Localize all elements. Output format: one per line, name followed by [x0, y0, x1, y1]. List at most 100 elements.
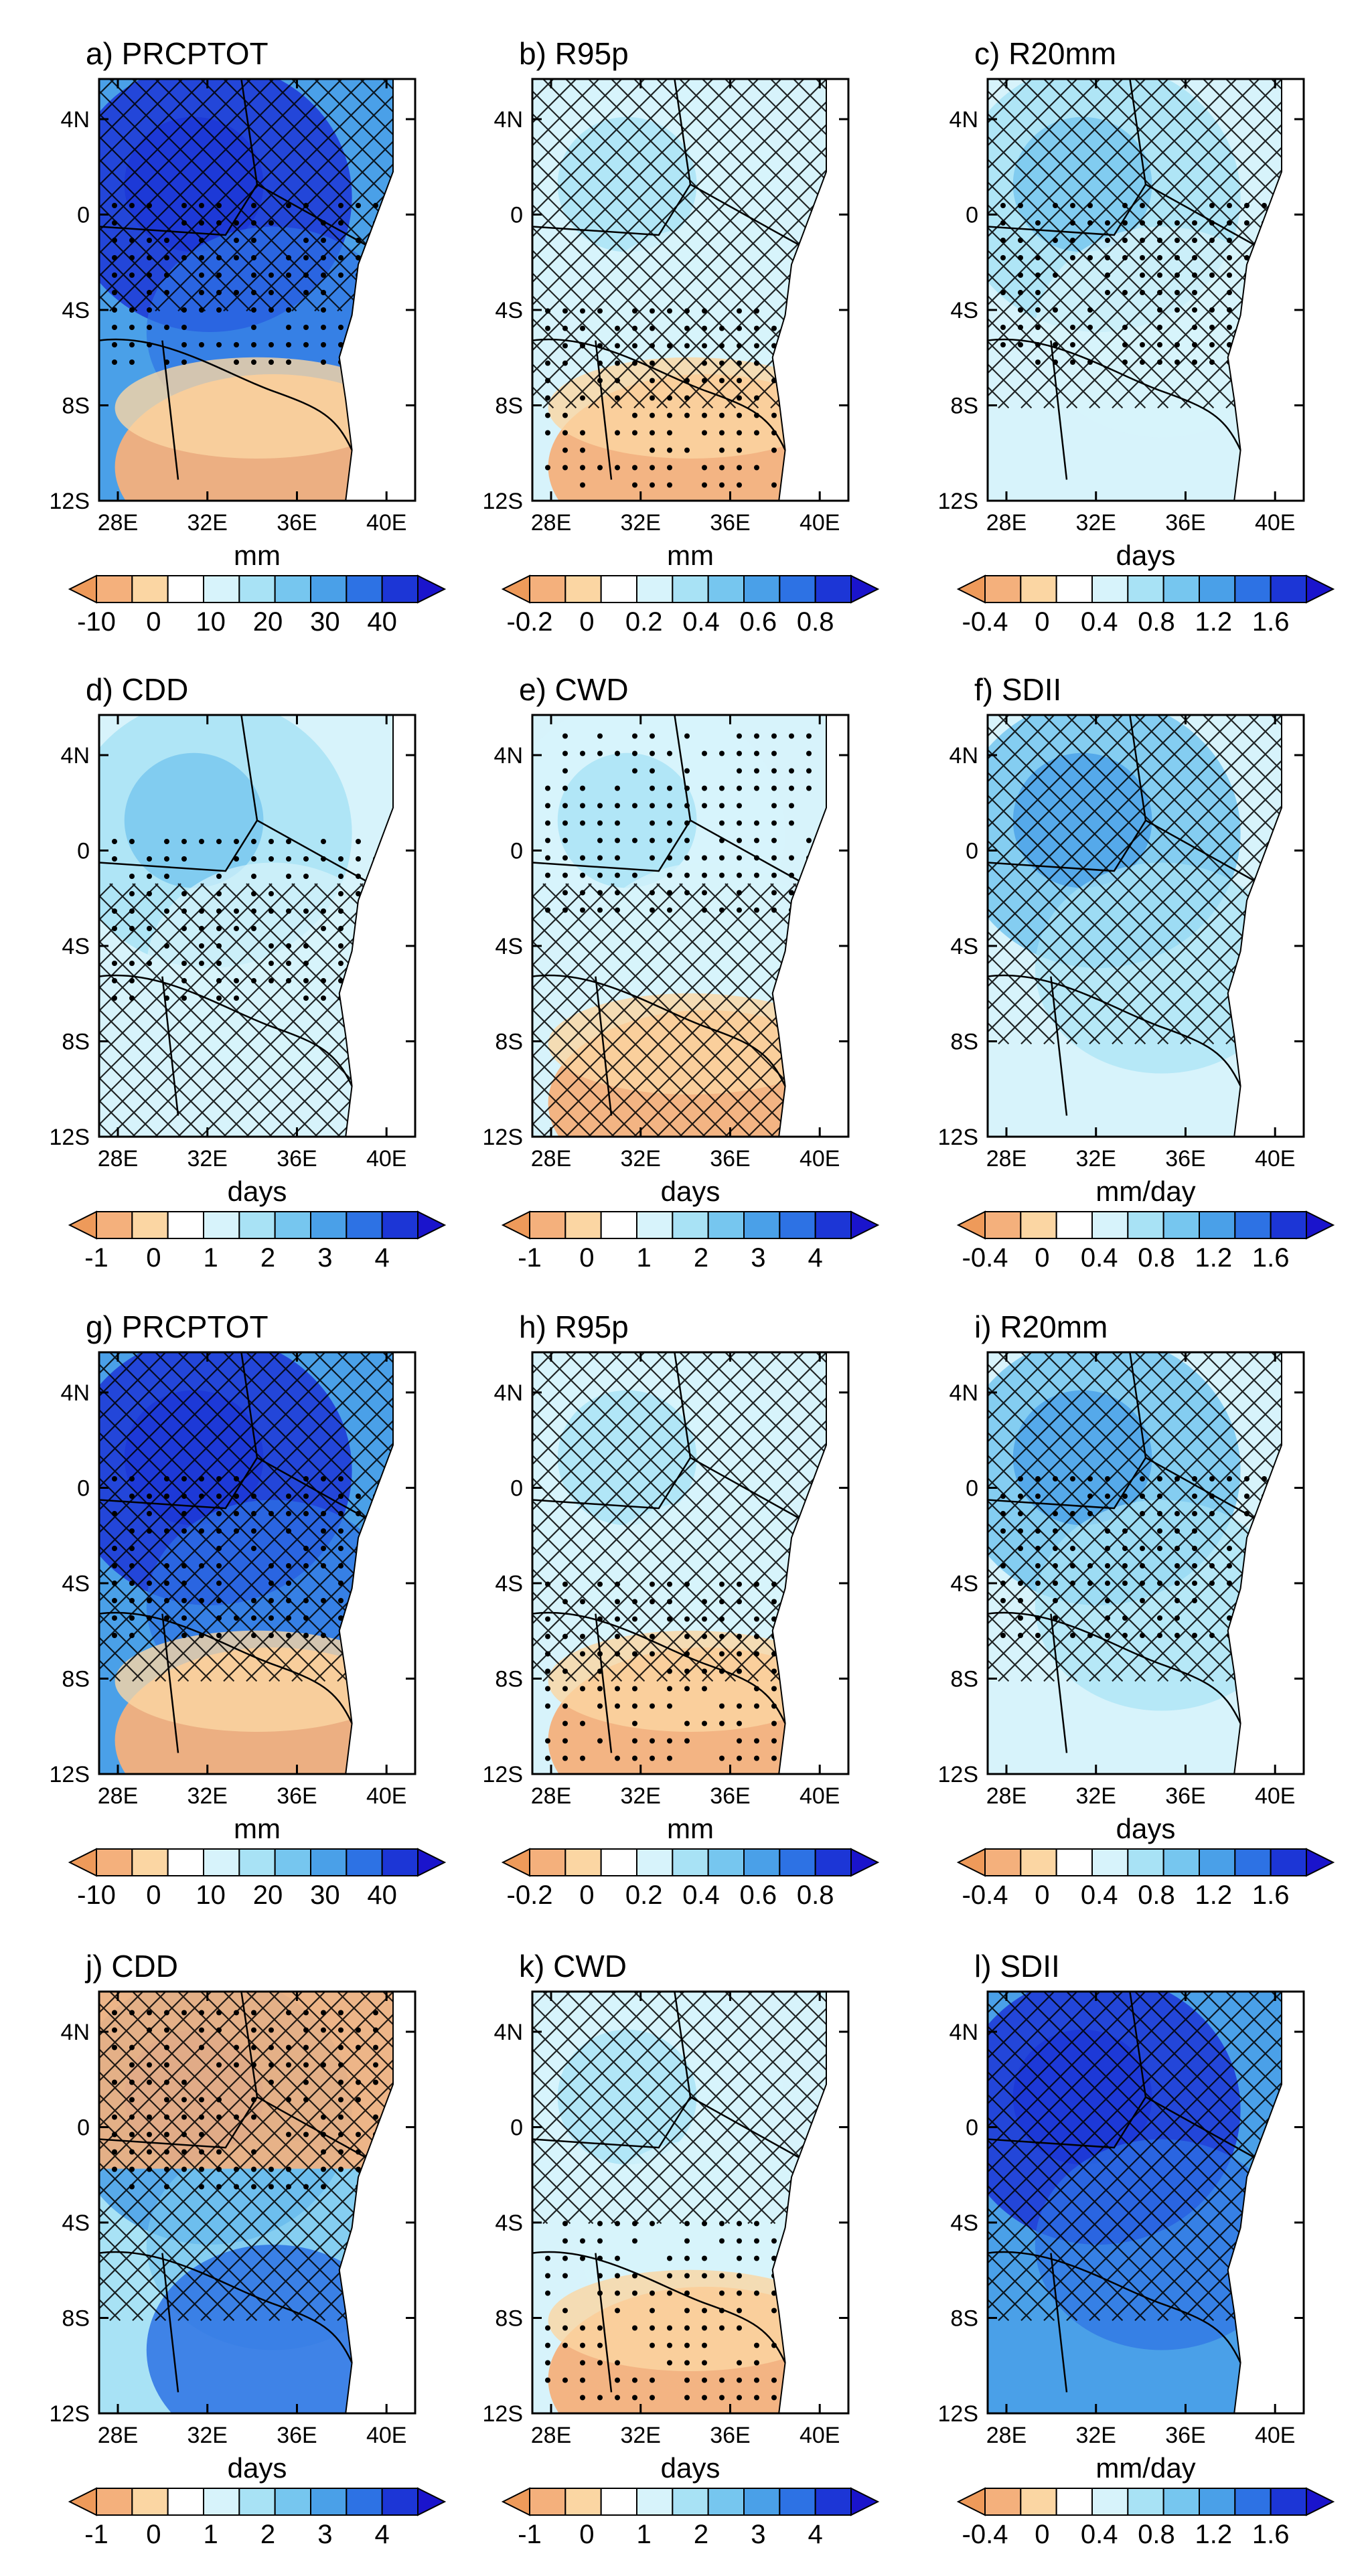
- hatch-line: [1020, 1352, 1282, 1682]
- colorbar-box: [1091, 1848, 1129, 1876]
- hatch-line: [532, 883, 592, 1137]
- stipple-dot: [1018, 342, 1023, 347]
- colorbar-tick-label: 1: [204, 1243, 218, 1273]
- stipple-dot: [737, 465, 742, 471]
- colorbar-tick-label: 1: [204, 2520, 218, 2549]
- stipple-dot: [129, 1563, 135, 1568]
- stipple-agreement: [545, 308, 812, 488]
- lat-tick-label: 0: [77, 839, 90, 864]
- stipple-dot: [597, 1581, 603, 1587]
- stipple-dot: [806, 430, 812, 436]
- stipple-dot: [373, 1528, 378, 1534]
- stipple-dot: [789, 1703, 794, 1709]
- colorbar-box: [529, 2488, 566, 2516]
- stipple-dot: [702, 2308, 707, 2314]
- stipple-dot: [251, 359, 256, 365]
- stipple-dot: [806, 1755, 812, 1761]
- stipple-dot: [112, 238, 117, 243]
- stipple-dot: [615, 890, 620, 896]
- colorbar-box: [238, 1848, 276, 1876]
- colorbar-high-triangle: [850, 1848, 880, 1877]
- colorbar-box: [274, 1848, 311, 1876]
- boundary-line: [1050, 1613, 1068, 1753]
- stipple-dot: [147, 272, 152, 278]
- stipple-dot: [684, 343, 690, 349]
- stipple-dot: [702, 2325, 707, 2331]
- stipple-dot: [147, 891, 152, 896]
- stipple-dot: [338, 961, 344, 966]
- stipple-dot: [181, 307, 187, 313]
- stipple-dot: [356, 359, 361, 365]
- hatch-line: [988, 79, 1124, 409]
- hatch-line: [132, 1352, 393, 1682]
- stipple-dot: [632, 733, 637, 739]
- lon-tick-label: 40E: [800, 1783, 840, 1809]
- hatch-line: [988, 79, 1124, 409]
- stipple-dot: [181, 1581, 187, 1586]
- stipple-dot: [234, 2184, 239, 2190]
- stipple-dot: [806, 2360, 812, 2366]
- stipple-dot: [199, 943, 204, 949]
- colorbar-box: [564, 2488, 602, 2516]
- colorbar-box: [636, 2488, 674, 2516]
- hatch-line: [99, 79, 161, 312]
- hatch-line: [200, 79, 393, 312]
- boundary-line: [532, 819, 692, 872]
- hatch-line: [1089, 79, 1282, 409]
- stipple-dot: [702, 1686, 707, 1692]
- stipple-dot: [597, 872, 603, 878]
- lat-tick-label: 8S: [495, 2306, 523, 2332]
- map-frame: [986, 78, 1305, 502]
- colorbar-tick-label: 40: [367, 1880, 397, 1910]
- colorbar-high-triangle: [1306, 2487, 1335, 2516]
- stipple-dot: [164, 2062, 169, 2068]
- hatch-line: [177, 79, 393, 312]
- stipple-dot: [1174, 342, 1180, 347]
- hatch-line: [1294, 1992, 1366, 2320]
- stipple-dot: [338, 908, 344, 914]
- stipple-dot: [806, 890, 812, 896]
- hatch-line: [99, 1352, 326, 1682]
- stipple-dot: [771, 890, 777, 896]
- colorbar-tick-label: -1: [84, 1243, 108, 1273]
- hatch-line: [0, 1352, 29, 1681]
- hatch-line: [988, 715, 1124, 1045]
- stipple-dot: [597, 2360, 603, 2366]
- stipple-dot: [1227, 1581, 1232, 1586]
- stipple-dot: [216, 943, 222, 949]
- stipple-dot: [303, 1615, 309, 1621]
- colorbar-tick-label: -0.4: [962, 2520, 1008, 2549]
- stipple-dot: [338, 2131, 344, 2138]
- lat-tick-label: 4N: [61, 743, 90, 769]
- hatch-line: [0, 884, 90, 1137]
- stipple-dot: [1018, 1511, 1023, 1516]
- stipple-dot: [562, 803, 568, 809]
- hatch-line: [988, 715, 1169, 1045]
- stipple-dot: [147, 2062, 152, 2068]
- stipple-dot: [112, 2166, 117, 2172]
- stipple-dot: [286, 307, 291, 313]
- stipple-dot: [771, 872, 777, 878]
- stipple-dot: [771, 1668, 777, 1674]
- stipple-dot: [1035, 1476, 1041, 1481]
- stipple-dot: [321, 908, 326, 914]
- colorbar-tick-label: -0.4: [962, 607, 1008, 637]
- stipple-dot: [580, 890, 585, 896]
- hatch-line: [988, 715, 1237, 1045]
- hatch-line: [99, 79, 229, 312]
- stipple-dot: [702, 2273, 707, 2279]
- stipple-dot: [234, 1476, 239, 1481]
- stipple-dot: [269, 1633, 274, 1638]
- stipple-dot: [234, 220, 239, 226]
- lat-tick-label: 4S: [62, 1571, 90, 1597]
- stipple-dot: [597, 1686, 603, 1692]
- colorbar-box: [1234, 1848, 1272, 1876]
- colorbar: -10 0 10 20 30 40: [68, 574, 447, 637]
- stipple-agreement: [112, 1476, 378, 1638]
- stipple-dot: [789, 768, 794, 774]
- hatch-line: [532, 79, 759, 409]
- stipple-dot: [269, 2184, 274, 2190]
- colorbar: -0.2 0 0.2 0.4 0.6 0.8: [501, 574, 880, 637]
- stipple-dot: [754, 465, 759, 471]
- stipple-dot: [373, 2166, 378, 2172]
